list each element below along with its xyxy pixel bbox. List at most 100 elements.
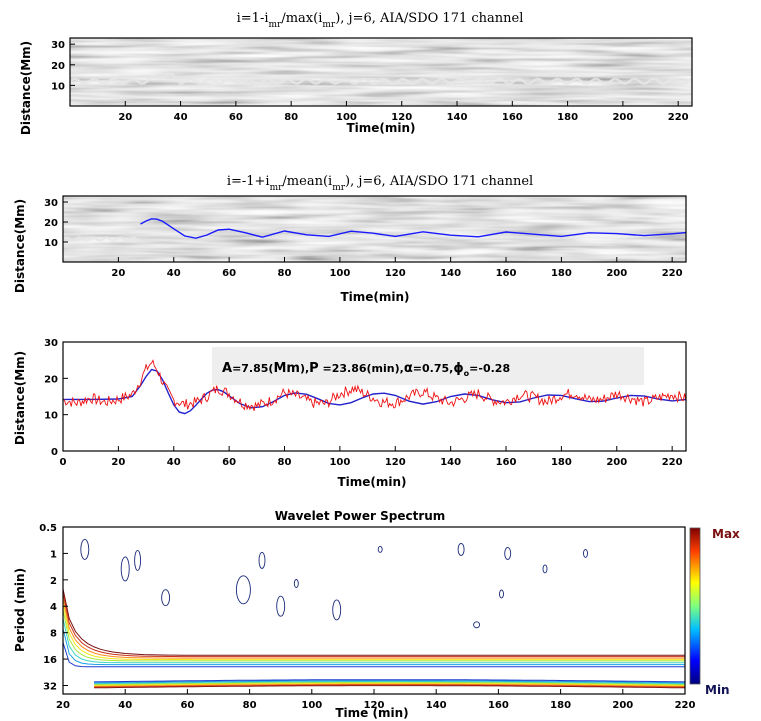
panel-3-annotation: A=7.85(Mm),P =23.86(min),α=0.75,ϕo=-0.28 [222,361,510,378]
panel-1-xlabel: Time(min) [346,121,415,135]
contour-blob [161,589,171,607]
x-tick-label: 140 [426,700,447,711]
panel-3-ylabel: Distance(Mm) [13,351,27,445]
x-tick-label: 140 [440,268,461,279]
y-tick-label: 30 [44,198,58,209]
colorbar-min-label: Min [705,683,730,697]
x-tick-label: 20 [111,268,125,279]
x-tick-label: 80 [243,700,257,711]
contour-line [63,609,685,662]
x-tick-label: 180 [551,268,572,279]
contour-line [94,679,685,683]
x-tick-label: 40 [174,112,188,123]
contour-line [63,588,685,656]
contour-blob [332,599,342,621]
contour-line [94,683,685,687]
panel-3-data-curve [62,359,687,412]
x-tick-label: 120 [385,457,406,468]
panel-4-y-ticks: 0.5 1 2 4 8 16 32 [39,523,68,692]
x-tick-label: 60 [222,268,236,279]
panel-1-y-ticks: 10 20 30 [51,40,75,92]
contour-blob [134,549,142,571]
x-tick-label: 200 [606,268,627,279]
x-tick-label: 40 [118,700,132,711]
contour-blob [499,589,504,599]
x-tick-label: 220 [662,268,683,279]
panel-3-y-ticks: 0 10 20 30 [44,338,68,458]
x-tick-label: 120 [391,112,412,123]
panel-1: i=1-imr/max(imr), j=6, AIA/SDO 171 chann… [19,11,693,135]
x-tick-label: 60 [180,700,194,711]
x-tick-label: 100 [336,112,357,123]
panel-1-image [70,38,692,106]
contour-blob [235,575,251,605]
contour-blob [473,621,481,629]
y-tick-label: 0.5 [39,523,57,534]
contour-line [63,592,685,658]
y-tick-label: 0 [51,447,58,458]
x-tick-label: 180 [550,700,571,711]
panel-2-y-ticks: 10 20 30 [44,198,68,249]
y-tick-label: 10 [44,238,58,249]
x-tick-label: 80 [284,112,298,123]
y-tick-label: 32 [43,681,57,692]
panel-4-xlabel: Time (min) [335,706,408,720]
contour-blob [457,542,465,556]
contour-line [94,680,685,685]
contour-line [63,628,685,666]
x-tick-label: 0 [60,457,67,468]
x-tick-label: 100 [329,457,350,468]
panel-3: A=7.85(Mm),P =23.86(min),α=0.75,ϕo=-0.28… [13,338,687,489]
x-tick-label: 20 [111,457,125,468]
contour-blob [542,564,548,574]
colorbar-max-label: Max [712,527,740,541]
panel-1-x-ticks: 20 40 60 80 100 120 140 160 180 200 220 [118,101,689,123]
y-tick-label: 30 [51,40,65,51]
x-tick-label: 160 [488,700,509,711]
panel-2-image [63,196,686,262]
panel-3-fit-curve [63,368,687,415]
panel-2-title: i=-1+imr/mean(imr), j=6, AIA/SDO 171 cha… [227,174,533,193]
panel-4-title: Wavelet Power Spectrum [275,509,446,523]
colorbar [689,527,701,685]
contour-line [63,603,685,661]
contour-blob [583,548,588,558]
panel-4-x-ticks: 20 40 60 80 100 120 140 160 180 200 220 [56,689,695,711]
panel-4-contours [63,538,685,689]
y-tick-label: 16 [43,655,57,666]
panel-2-ridge [62,236,141,242]
y-tick-label: 2 [50,576,57,587]
x-tick-label: 140 [440,457,461,468]
panel-1-frame [69,37,693,107]
y-tick-label: 20 [44,374,58,385]
x-tick-label: 160 [496,268,517,279]
x-tick-label: 180 [557,112,578,123]
x-tick-label: 20 [56,700,70,711]
panel-2-xlabel: Time(min) [340,290,409,304]
x-tick-label: 100 [301,700,322,711]
x-tick-label: 160 [496,457,517,468]
x-tick-label: 120 [385,268,406,279]
x-tick-label: 220 [662,457,683,468]
contour-line [63,597,685,659]
x-tick-label: 60 [222,457,236,468]
contour-blob [504,546,512,560]
panel-3-x-ticks: 0 20 40 60 80 100 120 140 160 180 200 220 [60,446,683,468]
contour-line [94,682,685,686]
panel-2-x-ticks: 20 40 60 80 100 120 140 160 180 200 220 [111,257,683,279]
contour-blob [276,595,286,617]
panel-3-annotation-box [212,347,644,385]
x-tick-label: 220 [675,700,696,711]
panel-4: Wavelet Power Spectrum 20 40 60 80 100 120 140… [13,509,740,720]
y-tick-label: 8 [50,629,57,640]
panel-3-frame [62,341,687,452]
panel-2: i=-1+imr/mean(imr), j=6, AIA/SDO 171 cha… [13,174,687,304]
x-tick-label: 160 [502,112,523,123]
x-tick-label: 20 [118,112,132,123]
x-tick-label: 220 [668,112,689,123]
contour-blob [293,579,299,588]
x-tick-label: 40 [167,268,181,279]
contour-line [94,684,685,688]
contour-line [63,642,685,668]
